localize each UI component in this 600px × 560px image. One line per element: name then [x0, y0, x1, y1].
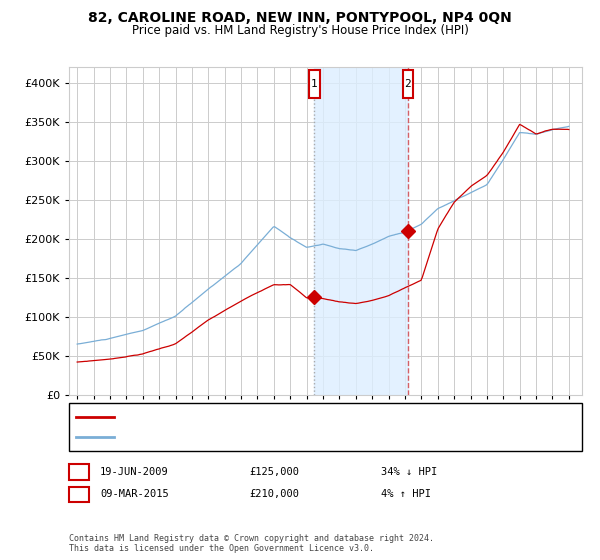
Text: 82, CAROLINE ROAD, NEW INN, PONTYPOOL, NP4 0QN: 82, CAROLINE ROAD, NEW INN, PONTYPOOL, N… — [88, 11, 512, 25]
Bar — [309, 71, 320, 99]
Text: £125,000: £125,000 — [249, 467, 299, 477]
Text: 82, CAROLINE ROAD, NEW INN, PONTYPOOL, NP4 0QN (detached house): 82, CAROLINE ROAD, NEW INN, PONTYPOOL, N… — [120, 413, 482, 422]
Text: 1: 1 — [76, 467, 83, 477]
Text: 19-JUN-2009: 19-JUN-2009 — [100, 467, 169, 477]
Text: 09-MAR-2015: 09-MAR-2015 — [100, 489, 169, 500]
Text: 2: 2 — [404, 80, 412, 90]
Text: Price paid vs. HM Land Registry's House Price Index (HPI): Price paid vs. HM Land Registry's House … — [131, 24, 469, 36]
Text: HPI: Average price, detached house, Torfaen: HPI: Average price, detached house, Torf… — [120, 433, 367, 442]
Text: £210,000: £210,000 — [249, 489, 299, 500]
Text: 2: 2 — [76, 489, 83, 500]
Text: 4% ↑ HPI: 4% ↑ HPI — [381, 489, 431, 500]
Text: Contains HM Land Registry data © Crown copyright and database right 2024.
This d: Contains HM Land Registry data © Crown c… — [69, 534, 434, 553]
Text: 1: 1 — [311, 80, 317, 90]
Text: 34% ↓ HPI: 34% ↓ HPI — [381, 467, 437, 477]
Bar — [314, 67, 408, 395]
Bar — [403, 71, 413, 99]
